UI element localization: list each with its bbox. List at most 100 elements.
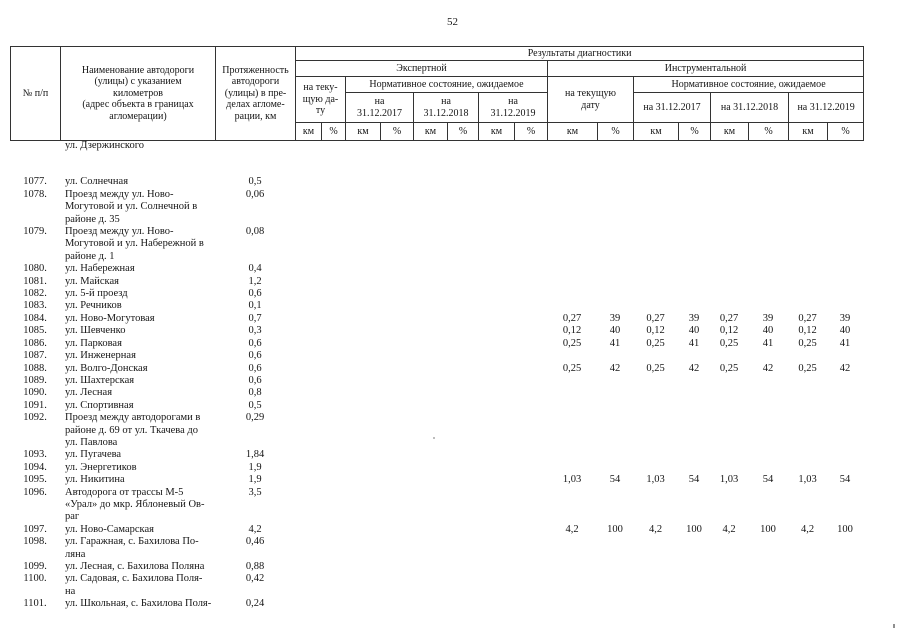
row-value	[597, 400, 633, 412]
row-length: 0,6	[248, 288, 262, 300]
row-expert-values-empty	[295, 313, 547, 325]
header-instr-normative: Нормативное состояние, ожидаемое	[632, 76, 865, 93]
row-num: 1078.	[23, 188, 47, 200]
row-value	[633, 226, 678, 263]
row-value	[710, 387, 748, 399]
row-value	[710, 350, 748, 362]
row-num: 1094.	[23, 461, 47, 473]
row-value	[748, 387, 788, 399]
header-km: км	[295, 122, 322, 141]
row-length: 1,9	[248, 474, 262, 486]
row-value	[827, 561, 863, 573]
table-row: 1089. ул. Шахтерская 0,6	[10, 375, 863, 387]
row-value	[748, 300, 788, 312]
row-value	[597, 350, 633, 362]
table-row: 1080. ул. Набережная 0,4	[10, 263, 863, 275]
row-length: 1,9	[248, 461, 262, 473]
row-value	[710, 288, 748, 300]
table-row: 1081. ул. Майская 1,2	[10, 276, 863, 288]
row-value	[678, 140, 710, 152]
row-length: 0,7	[248, 312, 262, 324]
row-length: 0,5	[248, 176, 262, 188]
row-length: 0,24	[245, 598, 265, 610]
row-expert-values-empty	[295, 140, 547, 152]
row-value: 0,12	[646, 325, 665, 337]
row-value: 100	[837, 523, 853, 535]
row-value: 0,27	[798, 312, 817, 324]
row-value	[748, 462, 788, 474]
row-length: 0,4	[248, 263, 262, 275]
header-km: км	[413, 122, 448, 141]
row-expert-values-empty	[295, 536, 547, 561]
table-row: 1091. ул. Спортивная 0,5	[10, 400, 863, 412]
row-value	[748, 573, 788, 598]
row-name: ул. Гаражная, с. Бахилова По- ляна	[65, 536, 199, 560]
row-name: Проезд между ул. Ново- Могутовой и ул. Н…	[65, 226, 204, 262]
row-value	[678, 350, 710, 362]
row-value: 54	[609, 474, 621, 486]
row-value	[547, 350, 597, 362]
row-value: 1,03	[562, 474, 582, 486]
header-expert-current-date: на теку- щую да- ту	[295, 76, 346, 123]
row-value	[633, 387, 678, 399]
row-value	[788, 487, 827, 524]
row-value	[633, 400, 678, 412]
row-value: 39	[609, 312, 621, 324]
row-value	[710, 375, 748, 387]
row-expert-values-empty	[295, 449, 547, 461]
row-value	[788, 288, 827, 300]
row-length: 0,6	[248, 350, 262, 362]
row-value	[827, 176, 863, 188]
row-expert-values-empty	[295, 487, 547, 524]
row-expert-values-empty	[295, 474, 547, 486]
row-name: ул. Школьная, с. Бахилова Поля-	[65, 598, 212, 610]
header-expert-date-2018: на 31.12.2018	[413, 92, 479, 123]
row-length: 0,3	[248, 325, 262, 337]
row-value	[748, 400, 788, 412]
row-value	[788, 412, 827, 449]
row-num: 1100.	[23, 573, 47, 585]
row-expert-values-empty	[295, 363, 547, 375]
row-value: 0,12	[562, 325, 582, 337]
row-length: 0,6	[248, 362, 262, 374]
row-value: 0,27	[719, 312, 739, 324]
row-value	[748, 449, 788, 461]
row-expert-values-empty	[295, 325, 547, 337]
row-value	[678, 449, 710, 461]
row-value	[597, 387, 633, 399]
row-value	[597, 276, 633, 288]
row-name: ул. Садовая, с. Бахилова Поля- на	[65, 573, 203, 597]
header-results: Результаты диагностики	[294, 46, 865, 61]
table-row: 1087. ул. Инженерная 0,6	[10, 350, 863, 362]
row-value	[547, 412, 597, 449]
row-value	[748, 226, 788, 263]
row-name: ул. Лесная	[65, 387, 113, 399]
row-name: ул. Лесная, с. Бахилова Поляна	[65, 561, 205, 572]
row-expert-values-empty	[295, 573, 547, 598]
row-num: 1091.	[23, 399, 47, 411]
row-value	[748, 598, 788, 610]
row-value	[633, 598, 678, 610]
row-value: 4,2	[722, 523, 736, 535]
row-length: 0,42	[245, 573, 265, 585]
row-value: 0,25	[562, 337, 582, 349]
row-value	[827, 189, 863, 226]
row-value	[633, 449, 678, 461]
row-value	[678, 598, 710, 610]
table-row: 1086. ул. Парковая 0,6 0,25 41 0,25 41 0…	[10, 338, 863, 350]
row-value	[710, 598, 748, 610]
row-num	[10, 140, 60, 152]
row-length: 0,88	[245, 561, 265, 572]
row-value	[827, 598, 863, 610]
row-value: 100	[760, 523, 776, 535]
row-value: 41	[762, 337, 774, 349]
row-value	[597, 536, 633, 561]
header-pct: %	[748, 122, 789, 141]
row-value	[710, 263, 748, 275]
row-value	[597, 375, 633, 387]
row-num: 1096.	[23, 486, 47, 498]
header-instr-date-2017: на 31.12.2017	[633, 92, 711, 123]
row-value	[710, 412, 748, 449]
row-expert-values-empty	[295, 462, 547, 474]
row-value	[788, 561, 827, 573]
